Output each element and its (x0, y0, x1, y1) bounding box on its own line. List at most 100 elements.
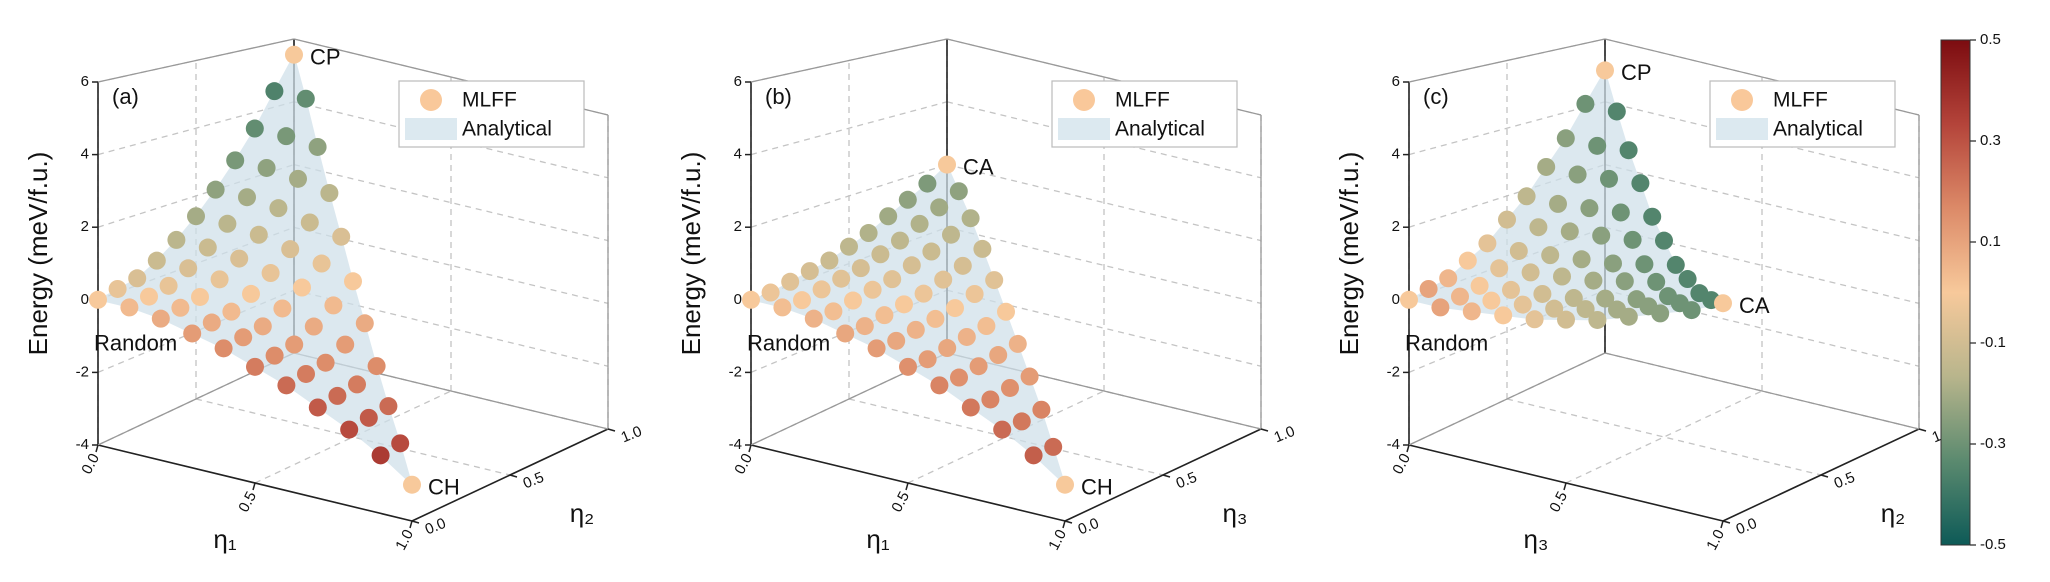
data-point (918, 174, 937, 193)
data-point (773, 298, 792, 317)
legend-swatch (1716, 118, 1768, 140)
panel-label: (a) (112, 84, 139, 109)
data-point (226, 151, 245, 170)
data-point (867, 339, 886, 358)
data-point (269, 199, 288, 218)
z-tick-label: -4 (76, 436, 89, 453)
data-point (120, 298, 139, 317)
data-point (1651, 304, 1670, 323)
y-tick-label: 0.5 (1832, 469, 1858, 493)
surface-facet (938, 190, 972, 219)
data-point (1682, 301, 1701, 320)
data-point (1008, 334, 1027, 353)
data-point (1588, 310, 1607, 329)
data-point (1564, 289, 1583, 308)
x-tick-label: 1.0 (1045, 527, 1070, 553)
data-point (1596, 61, 1614, 80)
data-point (1462, 302, 1481, 321)
data-point (1533, 284, 1552, 303)
grid-line (1565, 390, 1763, 484)
data-point (1615, 272, 1634, 291)
data-point (202, 313, 221, 332)
data-point (1513, 295, 1532, 314)
data-point (934, 270, 953, 289)
data-point (257, 158, 276, 177)
data-point (1655, 231, 1673, 250)
data-point (187, 207, 205, 226)
tick-mark (1162, 474, 1171, 478)
data-point (1557, 310, 1575, 329)
y-axis-label: η₂ (1881, 498, 1906, 528)
legend-label: MLFF (1773, 89, 1828, 112)
surface-facet (985, 311, 1019, 345)
data-point (1439, 269, 1458, 288)
data-point (1600, 169, 1618, 188)
data-point (879, 207, 898, 226)
panel-label: (b) (765, 84, 792, 109)
data-point (1631, 174, 1650, 193)
y-tick-label: 0.0 (1734, 515, 1760, 539)
data-point (942, 225, 960, 244)
data-point (1517, 187, 1536, 206)
tick-mark (95, 444, 99, 453)
legend-label: Analytical (1773, 118, 1863, 141)
y-tick-label: 0.5 (521, 469, 547, 493)
data-point (344, 272, 362, 291)
data-point (832, 269, 851, 288)
data-point (844, 291, 862, 310)
grid-line (946, 101, 1262, 179)
z-tick-label: -2 (1387, 363, 1400, 380)
data-point (1572, 250, 1591, 269)
data-point (371, 446, 390, 465)
data-point (316, 353, 335, 372)
annotation: Random (747, 331, 830, 356)
data-point (793, 291, 811, 310)
data-point (1604, 254, 1622, 273)
tick-mark (1406, 444, 1410, 453)
data-point (887, 331, 906, 350)
data-point (1666, 255, 1685, 274)
data-point (277, 127, 296, 146)
data-point (930, 376, 949, 395)
data-point (183, 324, 202, 343)
grid-line (1604, 289, 1920, 367)
data-point (953, 256, 972, 275)
data-point (1619, 307, 1638, 326)
data-point (128, 269, 147, 288)
data-point (1611, 203, 1630, 222)
data-point (1419, 279, 1438, 298)
x-axis-label: η₁ (213, 524, 236, 554)
box-edge (1408, 352, 1606, 446)
data-point (895, 295, 913, 314)
data-point (1619, 141, 1638, 160)
data-point (985, 271, 1004, 290)
x-tick-label: 1.0 (1703, 527, 1728, 553)
data-point (938, 155, 956, 174)
data-point (1001, 378, 1019, 397)
legend-swatch (1058, 118, 1110, 140)
legend-label: MLFF (1115, 89, 1170, 112)
data-point (1482, 291, 1501, 310)
data-point (332, 227, 351, 246)
grid-line (195, 398, 511, 476)
grid-line (946, 163, 1262, 242)
annotation: CH (1081, 475, 1113, 500)
data-point (1451, 287, 1469, 306)
data-point (281, 240, 300, 259)
data-point (1024, 446, 1043, 465)
data-point (965, 285, 984, 303)
data-point (1623, 230, 1642, 249)
data-point (245, 119, 264, 138)
tick-mark (411, 520, 420, 524)
data-point (1400, 290, 1418, 309)
data-point (742, 290, 760, 309)
data-point (946, 299, 964, 318)
tick-mark (607, 428, 616, 432)
tick-mark (748, 444, 752, 453)
colorbar-tick-label: -0.5 (1980, 536, 2006, 553)
tick-mark (1918, 428, 1927, 432)
data-point (851, 259, 870, 278)
z-tick-label: 4 (734, 146, 742, 163)
